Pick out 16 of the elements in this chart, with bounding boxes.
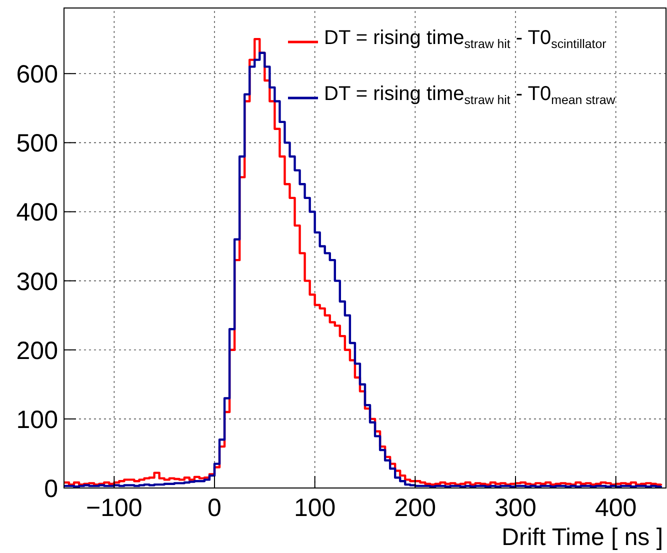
legend-label: DT = rising time$_{straw hit}$ - T0$_{scintillator}$ [324, 27, 606, 52]
x-axis-title: Drift Time [ ns ] [502, 524, 663, 551]
y-tick-label: 500 [16, 130, 58, 158]
y-tick-label: 600 [16, 60, 58, 89]
x-tick-label: −100 [86, 494, 142, 522]
x-tick-label: 400 [594, 494, 637, 522]
y-tick-label: 200 [16, 336, 58, 365]
x-tick-label: 200 [394, 494, 436, 522]
legend-label: DT = rising time$_{straw hit}$ - T0$_{mean straw}$ [324, 83, 616, 108]
y-tick-label: 400 [16, 198, 58, 227]
x-tick-label: 0 [208, 494, 222, 522]
x-tick-label: 300 [494, 494, 536, 522]
y-tick-label: 100 [16, 406, 58, 434]
x-tick-label: 100 [294, 494, 336, 522]
y-tick-label: 300 [16, 268, 58, 296]
y-tick-label: 0 [44, 475, 58, 503]
